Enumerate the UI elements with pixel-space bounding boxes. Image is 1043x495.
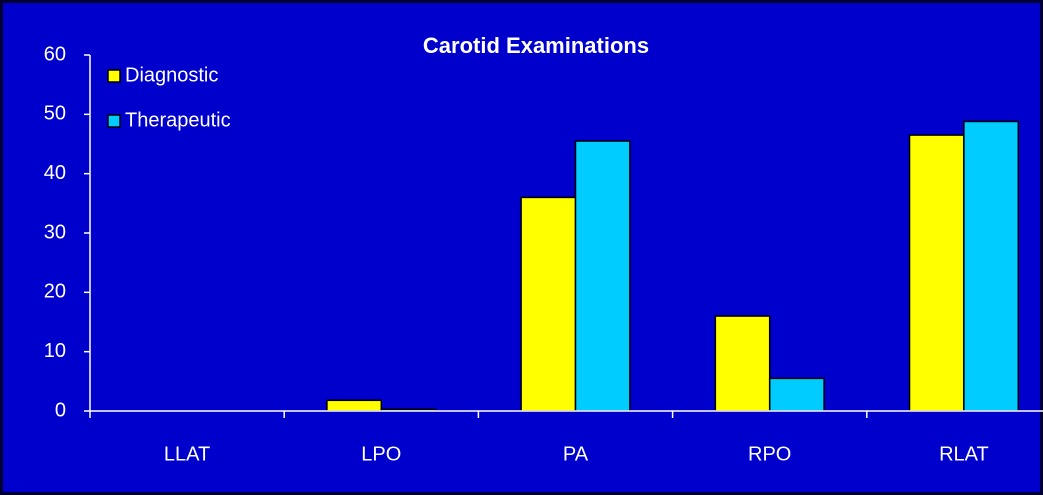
x-tick-label: LLAT	[164, 443, 210, 465]
legend-label: Therapeutic	[125, 109, 231, 131]
bar	[520, 196, 577, 412]
x-tick-label: RPO	[748, 443, 791, 465]
y-tick-label: 20	[44, 281, 66, 303]
x-tick-label: RLAT	[939, 443, 989, 465]
y-tick-label: 0	[55, 399, 66, 421]
bar	[714, 315, 771, 412]
legend-label: Diagnostic	[125, 64, 218, 86]
x-tick-label: LPO	[361, 443, 401, 465]
bar	[768, 377, 825, 412]
bar	[326, 399, 383, 412]
y-tick-label: 60	[44, 43, 66, 65]
chart-title: Carotid Examinations	[423, 33, 649, 58]
bar	[963, 120, 1020, 412]
y-tick-label: 30	[44, 221, 66, 243]
y-tick-label: 40	[44, 162, 66, 184]
y-tick-label: 50	[44, 103, 66, 125]
x-tick-label: PA	[563, 443, 589, 465]
bar	[908, 134, 965, 412]
legend-swatch	[107, 69, 121, 83]
legend-swatch	[107, 114, 121, 128]
y-tick-label: 10	[44, 340, 66, 362]
bar	[574, 140, 631, 412]
